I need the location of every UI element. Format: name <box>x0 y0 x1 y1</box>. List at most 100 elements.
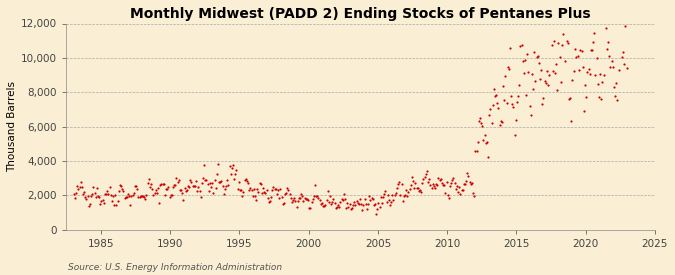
Point <box>120 194 131 199</box>
Point <box>549 39 560 43</box>
Point <box>310 183 321 187</box>
Point <box>239 178 250 183</box>
Point <box>169 183 180 188</box>
Point <box>183 184 194 188</box>
Point <box>227 166 238 170</box>
Point <box>541 69 552 73</box>
Point <box>364 194 375 198</box>
Point <box>211 186 221 191</box>
Point <box>433 175 444 180</box>
Point <box>458 182 469 187</box>
Point <box>227 163 238 167</box>
Point <box>565 96 576 100</box>
Point <box>203 189 214 193</box>
Point <box>448 175 459 180</box>
Point <box>105 193 116 198</box>
Point <box>296 191 306 196</box>
Point <box>338 191 349 196</box>
Point <box>515 44 526 48</box>
Point <box>222 178 233 183</box>
Point <box>107 199 117 203</box>
Point <box>346 207 356 211</box>
Point <box>229 177 240 181</box>
Point <box>590 73 601 77</box>
Point <box>593 95 604 100</box>
Point <box>268 185 279 189</box>
Point <box>546 43 557 47</box>
Point <box>575 48 586 53</box>
Point <box>217 184 228 189</box>
Point <box>132 186 142 191</box>
Point <box>454 185 464 189</box>
Point <box>71 191 82 196</box>
Point <box>242 179 252 184</box>
Point <box>493 106 504 111</box>
Point <box>429 184 439 188</box>
Point <box>619 62 630 67</box>
Point <box>172 180 183 184</box>
Point <box>570 54 581 59</box>
Point <box>601 25 612 30</box>
Point <box>569 47 580 51</box>
Point <box>298 199 309 203</box>
Point <box>524 103 535 108</box>
Point <box>161 187 171 192</box>
Point <box>431 182 441 186</box>
Point <box>136 193 147 198</box>
Point <box>219 192 230 196</box>
Point <box>304 205 315 210</box>
Point <box>497 84 508 88</box>
Point <box>453 190 464 194</box>
Point <box>374 205 385 210</box>
Point <box>177 191 188 195</box>
Point <box>408 179 418 183</box>
Point <box>323 199 334 204</box>
Point <box>318 204 329 208</box>
Point <box>314 198 325 202</box>
Point <box>414 188 425 193</box>
Point <box>185 178 196 182</box>
Point <box>159 192 170 197</box>
Point <box>423 180 433 184</box>
Point <box>585 72 595 76</box>
Point <box>434 178 445 182</box>
Point <box>101 192 111 196</box>
Point <box>178 197 189 202</box>
Point <box>416 189 427 194</box>
Point <box>393 182 404 186</box>
Point <box>89 191 100 196</box>
Point <box>292 199 303 204</box>
Point <box>589 31 599 35</box>
Point <box>237 194 248 199</box>
Point <box>572 10 583 15</box>
Point <box>321 198 332 202</box>
Point <box>278 200 289 205</box>
Point <box>603 40 614 44</box>
Point <box>572 54 583 58</box>
Point <box>497 119 508 124</box>
Point <box>151 188 161 192</box>
Point <box>284 192 295 196</box>
Point <box>437 181 448 186</box>
Point <box>335 199 346 204</box>
Point <box>543 83 554 87</box>
Point <box>267 188 277 192</box>
Point <box>70 196 80 200</box>
Point <box>479 133 490 138</box>
Point <box>208 191 219 196</box>
Point <box>392 186 402 190</box>
Point <box>551 61 562 66</box>
Point <box>141 193 152 197</box>
Point <box>418 177 429 181</box>
Point <box>481 141 491 145</box>
Point <box>394 180 404 184</box>
Point <box>206 185 217 189</box>
Point <box>86 194 97 198</box>
Point <box>277 201 288 206</box>
Point <box>74 185 85 189</box>
Point <box>346 206 357 210</box>
Point <box>167 193 178 198</box>
Point <box>171 176 182 180</box>
Point <box>252 187 263 192</box>
Point <box>113 189 124 193</box>
